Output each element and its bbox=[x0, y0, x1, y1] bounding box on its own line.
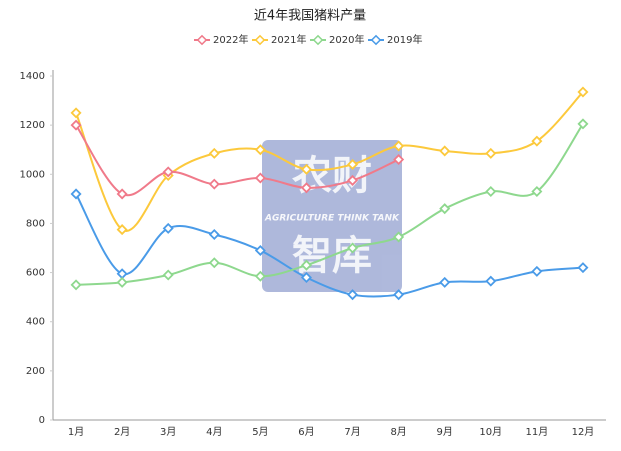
data-point bbox=[254, 270, 266, 282]
data-point bbox=[347, 242, 359, 254]
data-point bbox=[254, 144, 266, 156]
data-point bbox=[70, 279, 82, 291]
x-tick-label: 11月 bbox=[526, 426, 549, 438]
data-point bbox=[116, 268, 128, 280]
data-point bbox=[577, 118, 589, 130]
data-point bbox=[485, 275, 497, 287]
data-point bbox=[347, 289, 359, 301]
legend-label: 2022年 bbox=[213, 33, 248, 46]
data-point bbox=[162, 166, 174, 178]
data-point bbox=[393, 140, 405, 152]
data-point bbox=[393, 154, 405, 166]
y-tick-label: 800 bbox=[26, 218, 45, 229]
x-tick-label: 10月 bbox=[479, 426, 502, 438]
data-point bbox=[116, 276, 128, 288]
y-tick-label: 0 bbox=[39, 415, 45, 426]
x-tick-label: 1月 bbox=[68, 426, 84, 438]
data-point bbox=[531, 135, 543, 147]
x-tick-label: 8月 bbox=[390, 426, 406, 438]
data-point bbox=[300, 182, 312, 194]
legend-label: 2019年 bbox=[387, 33, 422, 46]
x-tick-label: 9月 bbox=[437, 426, 453, 438]
watermark-box bbox=[262, 140, 402, 292]
x-tick-label: 2月 bbox=[114, 426, 130, 438]
watermark: 农财 AGRICULTURE THINK TANK 智库 bbox=[262, 140, 402, 292]
data-point bbox=[347, 158, 359, 170]
data-point bbox=[531, 265, 543, 277]
data-point bbox=[300, 271, 312, 284]
chart-title: 近4年我国猪料产量 bbox=[254, 9, 366, 24]
x-tick-label: 7月 bbox=[344, 426, 360, 438]
x-tick-label: 5月 bbox=[252, 426, 268, 438]
data-point bbox=[208, 147, 220, 159]
data-point bbox=[577, 86, 589, 98]
y-tick-label: 1000 bbox=[20, 169, 45, 180]
legend-marker bbox=[196, 34, 208, 46]
y-tick-label: 400 bbox=[26, 317, 45, 328]
data-point bbox=[254, 244, 266, 256]
data-point bbox=[208, 178, 220, 190]
data-point bbox=[577, 262, 589, 274]
watermark-text: 农财 bbox=[292, 153, 372, 199]
data-point bbox=[439, 276, 451, 288]
y-tick-label: 1400 bbox=[20, 71, 45, 82]
x-tick-label: 12月 bbox=[572, 426, 595, 438]
data-point bbox=[439, 203, 451, 215]
data-point bbox=[254, 172, 266, 184]
data-point bbox=[393, 231, 405, 243]
data-point bbox=[347, 174, 359, 186]
data-point bbox=[439, 145, 451, 157]
data-point bbox=[485, 147, 497, 159]
y-tick-label: 600 bbox=[26, 268, 45, 279]
legend-marker bbox=[312, 34, 324, 46]
watermark-text: AGRICULTURE THINK TANK bbox=[264, 214, 400, 224]
data-point bbox=[485, 185, 497, 198]
data-point bbox=[116, 224, 128, 236]
legend-label: 2020年 bbox=[329, 33, 364, 46]
x-tick-label: 4月 bbox=[206, 426, 222, 438]
data-point bbox=[162, 269, 174, 281]
data-point bbox=[531, 185, 543, 198]
data-point bbox=[70, 119, 82, 131]
data-point bbox=[393, 289, 405, 301]
legend-marker bbox=[370, 34, 382, 46]
x-tick-label: 6月 bbox=[298, 426, 314, 438]
y-tick-label: 200 bbox=[26, 366, 45, 377]
y-tick-label: 1200 bbox=[20, 120, 45, 131]
x-tick-label: 3月 bbox=[160, 426, 176, 438]
data-point bbox=[208, 257, 220, 269]
data-point bbox=[116, 188, 128, 200]
data-point bbox=[70, 188, 82, 200]
data-point bbox=[208, 228, 220, 241]
data-point bbox=[300, 163, 312, 175]
data-point bbox=[70, 107, 82, 119]
data-point bbox=[300, 259, 312, 271]
legend-label: 2021年 bbox=[271, 33, 306, 46]
data-point bbox=[162, 222, 174, 234]
legend-marker bbox=[254, 34, 266, 46]
